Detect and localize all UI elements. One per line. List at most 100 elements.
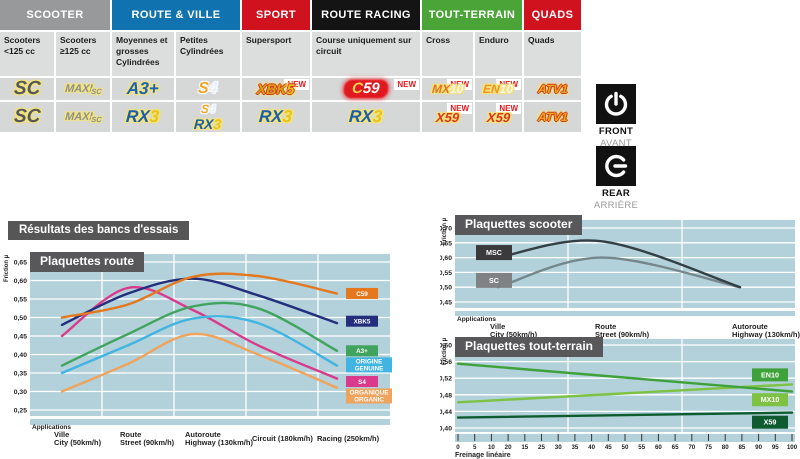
table-cell-rear: MAXISC xyxy=(56,102,110,132)
y-tick-label: 0,40 xyxy=(14,352,27,359)
table-cell-rear: SC xyxy=(0,102,54,132)
series-line-sc xyxy=(496,256,742,289)
table-cell-front: MAXISC xyxy=(56,78,110,100)
x-tick-label: 85 xyxy=(738,444,745,451)
column-header-quads: Quads xyxy=(524,32,581,76)
product-badge-rx3: RX3 xyxy=(348,107,384,126)
x-tick-label: 80 xyxy=(722,444,729,451)
x-tick-label: 35 xyxy=(571,444,578,451)
x-category-label: Ville City (50km/h) xyxy=(490,322,538,339)
series-label-box-msc xyxy=(476,245,512,261)
y-tick-label: 0,40 xyxy=(440,426,452,433)
series-label-box-organique-organic xyxy=(346,388,392,404)
y-axis-label: Friction µ xyxy=(4,254,10,282)
series-line-s4 xyxy=(60,286,339,380)
y-tick-label: 0,48 xyxy=(440,392,452,399)
product-badge-en10: EN10 xyxy=(482,82,515,96)
front-axle-indicator: FRONT AVANT xyxy=(592,84,640,149)
chart-plaquettes-route: Plaquettes route 0,65 0,60 0,55 0,50 0,45 0,4… xyxy=(0,248,400,459)
column-header-cross: Cross xyxy=(422,32,473,76)
series-label-box-c59 xyxy=(346,287,378,299)
table-cell-front: NEW XBK5 xyxy=(242,78,310,100)
y-tick-label: 0,70 xyxy=(440,226,452,233)
product-badge-atv1: ATV1 xyxy=(537,82,568,96)
x-tick-label: 50 xyxy=(622,444,629,451)
table-cell-front: A3+ xyxy=(112,78,174,100)
y-tick-label: 0,25 xyxy=(14,408,27,415)
x-tick-label: 70 xyxy=(688,444,695,451)
product-badge-s4: S4 xyxy=(200,102,216,116)
y-tick-label: 0,60 xyxy=(440,343,452,350)
product-badge-atv1: ATV1 xyxy=(537,110,568,124)
series-label-c59: C59 xyxy=(356,291,368,298)
column-header-enduro: Enduro xyxy=(475,32,522,76)
y-tick-label: 0,56 xyxy=(440,359,452,366)
series-label-xbk5: XBK5 xyxy=(354,319,371,326)
y-tick-label: 0,60 xyxy=(14,278,27,285)
front-sub-label: AVANT xyxy=(600,138,632,149)
new-badge: NEW xyxy=(496,79,521,90)
new-badge: NEW xyxy=(394,79,419,90)
x-tick-label: 15 xyxy=(521,444,528,451)
y-tick-label: 0,50 xyxy=(14,315,27,322)
y-tick-label: 0,60 xyxy=(440,255,452,262)
y-tick-label: 0,44 xyxy=(440,409,452,416)
product-badge-x59: X59 xyxy=(435,109,460,125)
product-badge-mx10: MX10 xyxy=(431,82,464,96)
group-header-quads: QUADS xyxy=(524,0,581,30)
series-label-msc: MSC xyxy=(486,248,502,257)
x-category-label: Route Street (90km/h) xyxy=(120,430,175,447)
x-tick-label: 45 xyxy=(605,444,612,451)
x-tick-label: 95 xyxy=(772,444,779,451)
series-line-x59 xyxy=(456,411,794,419)
front-label: FRONT xyxy=(598,126,634,137)
x-category-label: Ville City (50km/h) xyxy=(54,430,102,447)
x-tick-label: 30 xyxy=(555,444,562,451)
table-cell-front: NEW C59 xyxy=(312,78,420,100)
series-label-box-a3 xyxy=(346,345,378,357)
table-cell-rear: RX3 xyxy=(242,102,310,132)
product-badge-c59: C59 xyxy=(342,79,390,99)
group-header-route-racing: ROUTE RACING xyxy=(312,0,420,30)
table-cell-rear: ATV1 xyxy=(524,102,581,132)
rear-sub-label: ARRIÈRE xyxy=(593,200,639,211)
x-category-label: Autoroute Highway (130km/h) xyxy=(185,430,253,447)
x-tick-label: 20 xyxy=(505,444,512,451)
group-header-tout-terrain: TOUT-TERRAIN xyxy=(422,0,522,30)
y-axis-label: Friction µ xyxy=(442,337,448,365)
product-badge-s4: S4 xyxy=(197,80,219,97)
x-tick-label: 65 xyxy=(672,444,679,451)
front-brake-disc-icon xyxy=(596,84,636,124)
product-badge-maxisc: MAXISC xyxy=(64,110,102,124)
series-label-box-origine-genuine xyxy=(346,357,392,373)
chart-title-scooter: Plaquettes scooter xyxy=(455,215,583,235)
product-badge-a3: A3+ xyxy=(126,79,160,98)
product-badge-x59: X59 xyxy=(486,109,511,125)
y-tick-label: 0,55 xyxy=(14,297,27,304)
axis-strip xyxy=(30,419,390,425)
x-category-label: Route Street (90km/h) xyxy=(595,322,650,339)
x-tick-label: 90 xyxy=(755,444,762,451)
x-tick-label: 5 xyxy=(473,444,477,451)
x-tick-label: 75 xyxy=(705,444,712,451)
terrain-chart-svg: 0,60 0,56 0,52 0,48 0,44 0,40 Friction µ 0 5 10 20… xyxy=(439,337,798,459)
column-header-supersport: Supersport xyxy=(242,32,310,76)
series-label-box-x59 xyxy=(752,415,788,429)
rear-label: REAR xyxy=(601,188,631,199)
y-tick-label: 0,35 xyxy=(14,371,27,378)
column-header-course-uniquement-sur-circuit: Course uniquement sur circuit xyxy=(312,32,420,76)
chart-title-terrain: Plaquettes tout-terrain xyxy=(455,337,604,357)
new-badge: NEW xyxy=(447,79,472,90)
series-label-box-en10 xyxy=(752,368,788,382)
column-header-moyennes-et-grosses-cylindr-es: Moyennes et grosses Cylindrées xyxy=(112,32,174,76)
y-tick-label: 0,50 xyxy=(440,285,452,292)
table-cell-front: SC xyxy=(0,78,54,100)
series-line-c59 xyxy=(60,272,339,319)
series-line-a3 xyxy=(60,301,339,367)
y-tick-label: 0,65 xyxy=(440,240,452,247)
x-category-label: Circuit (180km/h) xyxy=(252,434,313,443)
x-axis-label: Applications xyxy=(32,424,71,431)
series-label-box-sc xyxy=(476,272,512,288)
x-tick-label: 0 xyxy=(456,444,460,451)
table-cell-rear: NEW X59 xyxy=(475,102,522,132)
